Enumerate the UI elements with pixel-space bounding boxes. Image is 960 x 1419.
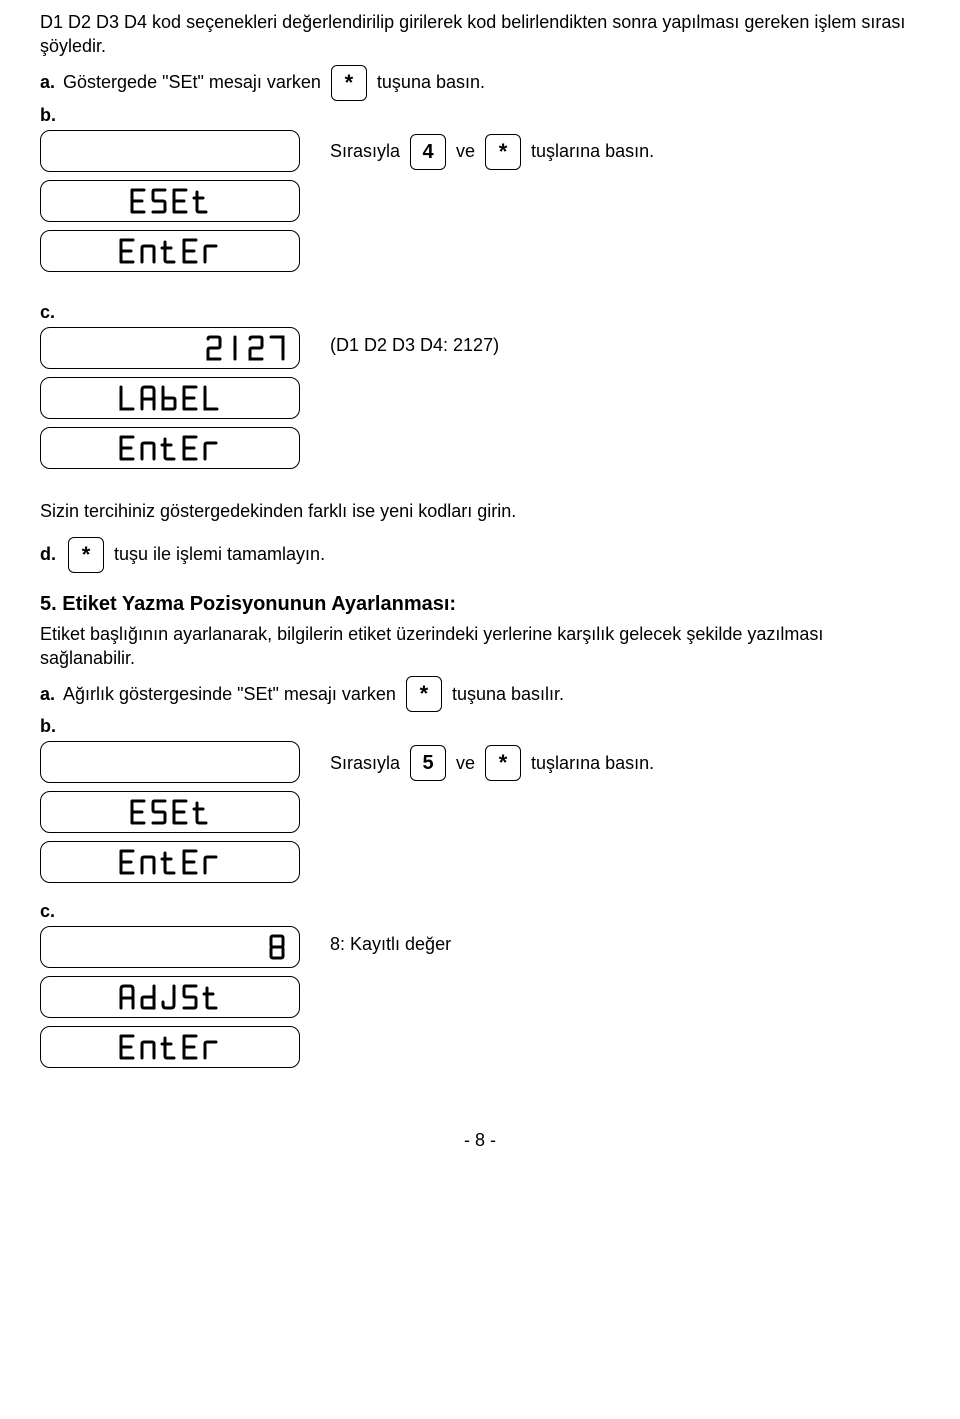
step-b-key-row: Sırasıyla 4 ve * tuşlarına basın. (330, 130, 660, 170)
step-c-displays (40, 327, 300, 469)
step-a-pre: Göstergede "SEt" mesajı varken (63, 68, 321, 97)
step-b-block: b. (40, 105, 920, 126)
step-5b-mid: ve (456, 749, 475, 778)
step-a-row: a. Göstergede "SEt" mesajı varken * tuşu… (40, 65, 920, 101)
display-enter (40, 1026, 300, 1068)
display-empty (40, 130, 300, 172)
step-c-block: c. (40, 302, 920, 323)
intro-text: D1 D2 D3 D4 kod seçenekleri değerlendiri… (40, 10, 920, 59)
star-key: * (331, 65, 367, 101)
step-5c-displays (40, 926, 300, 1068)
step-5b-label: b. (40, 716, 56, 736)
star-key: * (406, 676, 442, 712)
step-5c-note: 8: Kayıtlı değer (330, 926, 451, 955)
step-d-label: d. (40, 540, 56, 569)
key-5: 5 (410, 745, 446, 781)
display-8 (40, 926, 300, 968)
step-5b-post: tuşlarına basın. (531, 749, 654, 778)
display-enter (40, 230, 300, 272)
display-enter (40, 427, 300, 469)
display-2127 (40, 327, 300, 369)
star-key: * (68, 537, 104, 573)
step-5a-row: a. Ağırlık göstergesinde "SEt" mesajı va… (40, 676, 920, 712)
step-5b-pre: Sırasıyla (330, 749, 400, 778)
step-b-label: b. (40, 105, 56, 125)
step-5c-label: c. (40, 901, 55, 921)
step-b-mid: ve (456, 137, 475, 166)
step-5b-block: b. (40, 716, 920, 737)
step-5b-key-row: Sırasıyla 5 ve * tuşlarına basın. (330, 741, 660, 781)
step-c-label: c. (40, 302, 55, 322)
display-empty (40, 741, 300, 783)
step-5a-pre: Ağırlık göstergesinde "SEt" mesajı varke… (63, 680, 396, 709)
step-5c-block: c. (40, 901, 920, 922)
step-b-displays (40, 130, 300, 272)
after-c-text: Sizin tercihiniz göstergedekinden farklı… (40, 499, 920, 523)
display-adjst (40, 976, 300, 1018)
step-a-post: tuşuna basın. (377, 68, 485, 97)
step-5a-post: tuşuna basılır. (452, 680, 564, 709)
step-c-note: (D1 D2 D3 D4: 2127) (330, 327, 499, 356)
step-d-post: tuşu ile işlemi tamamlayın. (114, 540, 325, 569)
star-key: * (485, 134, 521, 170)
display-enter (40, 841, 300, 883)
step-b-pre: Sırasıyla (330, 137, 400, 166)
step-5b-displays (40, 741, 300, 883)
heading-5-desc: Etiket başlığının ayarlanarak, bilgileri… (40, 622, 920, 671)
page-number: - 8 - (40, 1130, 920, 1151)
step-5a-label: a. (40, 680, 55, 709)
star-key: * (485, 745, 521, 781)
display-eset (40, 180, 300, 222)
key-4: 4 (410, 134, 446, 170)
display-label (40, 377, 300, 419)
step-d-row: d. * tuşu ile işlemi tamamlayın. (40, 537, 920, 573)
step-b-post: tuşlarına basın. (531, 137, 654, 166)
display-eset (40, 791, 300, 833)
heading-5: 5. Etiket Yazma Pozisyonunun Ayarlanması… (40, 593, 920, 616)
step-a-label: a. (40, 68, 55, 97)
